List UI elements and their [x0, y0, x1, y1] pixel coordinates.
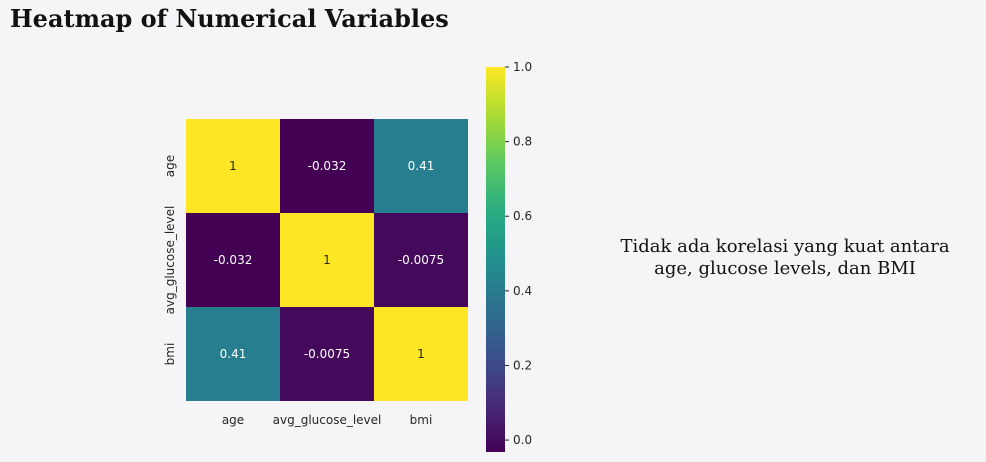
cell-value-label: -0.032 [214, 253, 253, 267]
heatmap-cells [186, 119, 468, 401]
x-tick-label: avg_glucose_level [273, 413, 382, 427]
heatmap-cell [280, 307, 374, 401]
colorbar-tick-label: 1.0 [513, 60, 532, 74]
colorbar-tick-label: 0.0 [513, 433, 532, 447]
annotation-line-2: age, glucose levels, dan BMI [654, 258, 916, 279]
y-tick-label: avg_glucose_level [163, 206, 177, 315]
heatmap-cell [374, 119, 468, 213]
y-tick-label: age [163, 155, 177, 177]
cell-value-label: -0.032 [308, 159, 347, 173]
cell-value-label: -0.0075 [304, 347, 350, 361]
heatmap-cell [374, 213, 468, 307]
heatmap-cell [186, 307, 280, 401]
colorbar-gradient [486, 67, 505, 452]
cell-value-label: 1 [229, 159, 237, 173]
heatmap-cell [280, 119, 374, 213]
cell-value-label: 1 [323, 253, 331, 267]
x-tick-label: age [222, 413, 244, 427]
y-tick-label: bmi [163, 343, 177, 366]
annotation-text: Tidak ada korelasi yang kuat antara age,… [580, 236, 986, 280]
colorbar-tick-label: 0.4 [513, 284, 532, 298]
cell-value-label: -0.0075 [398, 253, 444, 267]
colorbar-tick-label: 0.8 [513, 135, 532, 149]
cell-value-label: 0.41 [220, 347, 247, 361]
annotation-line-1: Tidak ada korelasi yang kuat antara [620, 236, 950, 257]
colorbar-tick-label: 0.6 [513, 209, 532, 223]
x-tick-label: bmi [410, 413, 433, 427]
cell-value-label: 1 [417, 347, 425, 361]
heatmap-cell-labels: 1 -0.032 0.41 -0.032 1 -0.0075 0.41 -0.0075 1 [214, 159, 445, 361]
heatmap-cell [374, 307, 468, 401]
x-axis-ticks: age avg_glucose_level bmi [222, 413, 433, 427]
chart-title: Heatmap of Numerical Variables [10, 4, 449, 33]
heatmap-cell [280, 213, 374, 307]
colorbar: 0.0 0.2 0.4 0.6 0.8 1.0 [486, 60, 532, 452]
heatmap-cell [186, 119, 280, 213]
colorbar-tick-label: 0.2 [513, 358, 532, 372]
cell-value-label: 0.41 [408, 159, 435, 173]
heatmap-cell [186, 213, 280, 307]
